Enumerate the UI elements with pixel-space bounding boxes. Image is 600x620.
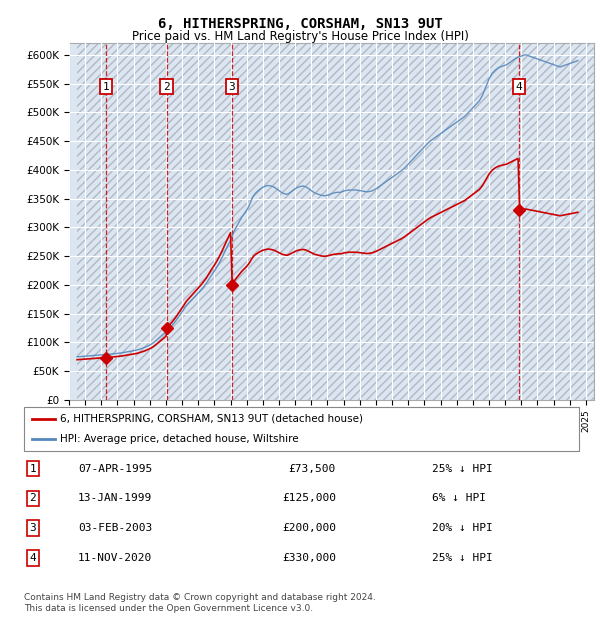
Text: £330,000: £330,000 [282,553,336,563]
Text: 6, HITHERSPRING, CORSHAM, SN13 9UT (detached house): 6, HITHERSPRING, CORSHAM, SN13 9UT (deta… [60,414,363,424]
FancyBboxPatch shape [24,407,579,451]
Text: 25% ↓ HPI: 25% ↓ HPI [432,464,493,474]
Text: 2: 2 [29,494,37,503]
Text: 1: 1 [102,81,109,92]
Text: 07-APR-1995: 07-APR-1995 [78,464,152,474]
Text: HPI: Average price, detached house, Wiltshire: HPI: Average price, detached house, Wilt… [60,434,299,445]
Text: 3: 3 [29,523,37,533]
Text: 4: 4 [29,553,37,563]
Text: 20% ↓ HPI: 20% ↓ HPI [432,523,493,533]
Text: £73,500: £73,500 [289,464,336,474]
Text: 6% ↓ HPI: 6% ↓ HPI [432,494,486,503]
Text: 2: 2 [163,81,170,92]
Text: Contains HM Land Registry data © Crown copyright and database right 2024.
This d: Contains HM Land Registry data © Crown c… [24,593,376,613]
Text: 03-FEB-2003: 03-FEB-2003 [78,523,152,533]
Text: 4: 4 [516,81,523,92]
Text: 3: 3 [229,81,235,92]
Text: £200,000: £200,000 [282,523,336,533]
Text: 1: 1 [29,464,37,474]
Text: 6, HITHERSPRING, CORSHAM, SN13 9UT: 6, HITHERSPRING, CORSHAM, SN13 9UT [158,17,442,32]
Text: 13-JAN-1999: 13-JAN-1999 [78,494,152,503]
Text: £125,000: £125,000 [282,494,336,503]
Text: 25% ↓ HPI: 25% ↓ HPI [432,553,493,563]
Text: Price paid vs. HM Land Registry's House Price Index (HPI): Price paid vs. HM Land Registry's House … [131,30,469,43]
Text: 11-NOV-2020: 11-NOV-2020 [78,553,152,563]
